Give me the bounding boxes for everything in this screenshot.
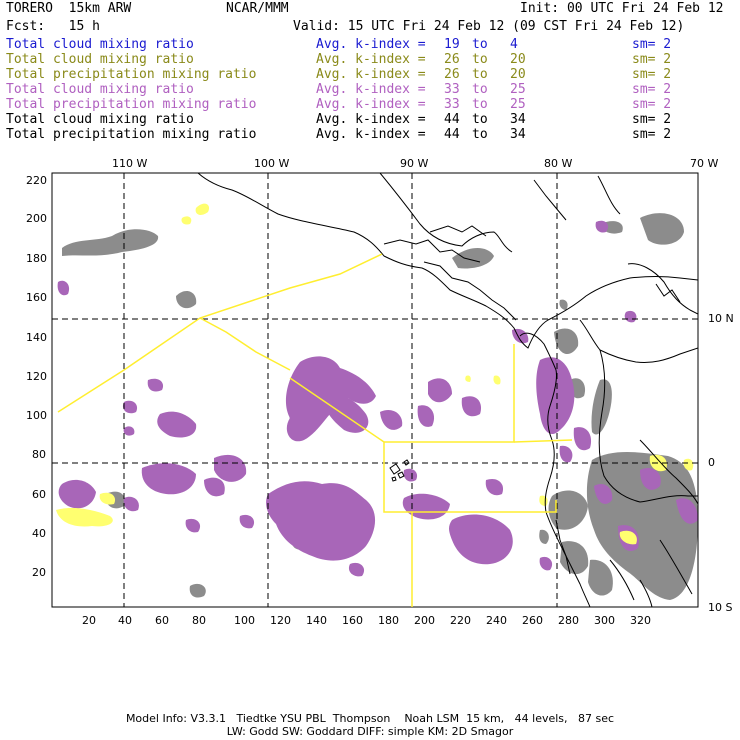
legend-lo: 20 — [510, 52, 526, 67]
legend-row: Total precipitation mixing ratio Avg. k-… — [6, 127, 671, 247]
y-tick: 40 — [32, 527, 46, 540]
legend-metric: Avg. k-index = — [316, 67, 426, 82]
y-tick: 20 — [32, 566, 46, 579]
x-tick: 60 — [155, 614, 169, 627]
legend-to: to — [472, 67, 488, 82]
x-tick: 280 — [558, 614, 579, 627]
legend-row: Total cloud mixing ratio Avg. k-index = … — [6, 112, 671, 232]
legend-lo: 20 — [510, 67, 526, 82]
x-tick: 240 — [486, 614, 507, 627]
flight-track — [57, 253, 573, 607]
legend-sm: sm= 2 — [632, 112, 672, 127]
legend-metric: Avg. k-index = — [316, 112, 426, 127]
y-tick: 220 — [26, 174, 47, 187]
lat-label: 10 N — [708, 312, 734, 325]
lon-label: 80 W — [544, 157, 573, 170]
lon-label: 70 W — [690, 157, 719, 170]
legend-field: Total cloud mixing ratio — [6, 37, 194, 52]
model-info-line1: Model Info: V3.3.1 Tiedtke YSU PBL Thomp… — [125, 712, 615, 725]
legend-lo: 34 — [510, 112, 526, 127]
x-tick: 220 — [450, 614, 471, 627]
y-tick: 200 — [26, 212, 47, 225]
legend-row: Total cloud mixing ratio Avg. k-index = … — [6, 37, 671, 157]
lat-label: 0 — [708, 456, 715, 469]
y-tick: 120 — [26, 370, 47, 383]
legend-hi: 33 — [444, 82, 460, 97]
legend-field: Total cloud mixing ratio — [6, 112, 194, 127]
legend-metric: Avg. k-index = — [316, 97, 426, 112]
lon-label: 100 W — [254, 157, 290, 170]
y-tick: 100 — [26, 409, 47, 422]
lon-label: 110 W — [112, 157, 148, 170]
x-tick: 140 — [306, 614, 327, 627]
legend-sm: sm= 2 — [632, 37, 672, 52]
legend-hi: 44 — [444, 127, 460, 142]
legend-metric: Avg. k-index = — [316, 82, 426, 97]
legend-sm: sm= 2 — [632, 82, 672, 97]
cloud-fields-purple — [57, 220, 698, 577]
legend-to: to — [472, 52, 488, 67]
legend-hi: 44 — [444, 112, 460, 127]
legend-hi: 33 — [444, 97, 460, 112]
plot-frame — [51, 172, 699, 608]
x-tick: 40 — [118, 614, 132, 627]
cloud-fields-yellow — [56, 203, 694, 545]
x-tick: 260 — [522, 614, 543, 627]
legend-row: Total cloud mixing ratio Avg. k-index = … — [6, 52, 671, 172]
legend-lo: 25 — [510, 97, 526, 112]
galapagos-islands — [389, 459, 410, 482]
legend-metric: Avg. k-index = — [316, 37, 426, 52]
legend-to: to — [472, 97, 488, 112]
lon-label: 90 W — [400, 157, 429, 170]
y-tick: 140 — [26, 331, 47, 344]
legend-lo: 34 — [510, 127, 526, 142]
legend-lo: 25 — [510, 82, 526, 97]
legend-field: Total precipitation mixing ratio — [6, 127, 257, 142]
x-tick: 200 — [414, 614, 435, 627]
lat-label: 10 S — [708, 601, 733, 614]
legend-lo: 4 — [510, 37, 518, 52]
y-tick: 160 — [26, 291, 47, 304]
x-tick: 120 — [270, 614, 291, 627]
organization-label: NCAR/MMM — [226, 1, 289, 16]
legend-hi: 19 — [444, 37, 460, 52]
init-time: Init: 00 UTC Fri 24 Feb 12 — [520, 1, 724, 16]
x-tick: 300 — [594, 614, 615, 627]
legend-hi: 26 — [444, 67, 460, 82]
model-title: TORERO 15km ARW — [6, 1, 132, 16]
legend-field: Total precipitation mixing ratio — [6, 67, 257, 82]
x-tick: 20 — [82, 614, 96, 627]
forecast-hour: Fcst: 15 h — [6, 19, 100, 34]
legend-field: Total cloud mixing ratio — [6, 82, 194, 97]
legend-row: Total cloud mixing ratio Avg. k-index = … — [6, 82, 671, 202]
legend-to: to — [472, 82, 488, 97]
valid-time: Valid: 15 UTC Fri 24 Feb 12 (09 CST Fri … — [293, 19, 685, 34]
legend-sm: sm= 2 — [632, 127, 672, 142]
y-tick: 60 — [32, 488, 46, 501]
x-tick: 80 — [192, 614, 206, 627]
legend-metric: Avg. k-index = — [316, 52, 426, 67]
x-tick: 160 — [342, 614, 363, 627]
legend-to: to — [472, 37, 488, 52]
x-tick: 320 — [630, 614, 651, 627]
legend-hi: 26 — [444, 52, 460, 67]
coastlines — [197, 173, 698, 607]
legend-to: to — [472, 112, 488, 127]
legend-sm: sm= 2 — [632, 67, 672, 82]
x-tick: 100 — [234, 614, 255, 627]
y-tick: 180 — [26, 252, 47, 265]
legend-field: Total precipitation mixing ratio — [6, 97, 257, 112]
legend-sm: sm= 2 — [632, 52, 672, 67]
legend-row: Total precipitation mixing ratio Avg. k-… — [6, 97, 671, 217]
legend-sm: sm= 2 — [632, 97, 672, 112]
model-info-line2: LW: Godd SW: Goddard DIFF: simple KM: 2D… — [226, 725, 514, 738]
x-tick: 180 — [378, 614, 399, 627]
y-tick: 80 — [32, 448, 46, 461]
legend-metric: Avg. k-index = — [316, 127, 426, 142]
legend-to: to — [472, 127, 488, 142]
legend-row: Total precipitation mixing ratio Avg. k-… — [6, 67, 671, 187]
legend-field: Total cloud mixing ratio — [6, 52, 194, 67]
